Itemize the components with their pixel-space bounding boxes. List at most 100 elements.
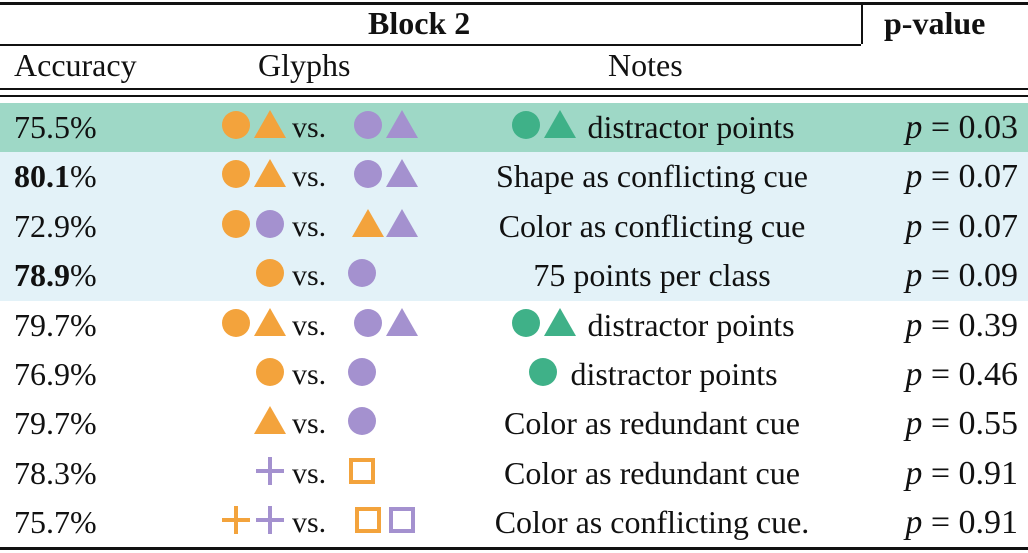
accuracy-cell: 76.9% <box>14 356 97 392</box>
table-row: 80.1% vs. Shape as conflicting cue p = 0.07 <box>0 152 1028 202</box>
purple-circle-icon <box>354 308 382 337</box>
orange-plus-icon <box>222 506 250 535</box>
orange-circle-icon <box>222 308 250 337</box>
purple-circle-icon <box>354 160 382 189</box>
glyphs-cell: vs. <box>190 103 440 152</box>
glyphs-svg <box>254 406 376 436</box>
header-rule-2 <box>0 95 1028 97</box>
pvalue-cell: p = 0.07 <box>905 158 1018 196</box>
glyphs-cell: vs. <box>190 498 440 547</box>
vs-label: vs. <box>292 209 327 243</box>
green-circle-icon <box>512 308 541 337</box>
glyphs-svg <box>222 208 418 238</box>
orange-triangle-icon <box>254 110 286 138</box>
accuracy-cell: 78.9% <box>14 257 97 294</box>
purple-triangle-icon <box>386 208 418 237</box>
glyphs-svg <box>222 159 418 189</box>
purple-circle-icon <box>354 111 382 139</box>
purple-triangle-icon <box>386 110 418 138</box>
purple-square-icon <box>389 507 415 534</box>
green-circle-icon <box>512 111 541 139</box>
note-cell: distractor points <box>0 301 1028 350</box>
top-rule <box>0 2 1028 5</box>
purple-triangle-icon <box>386 307 418 336</box>
accuracy-cell: 72.9% <box>14 207 97 244</box>
pvalue-cell: p = 0.46 <box>905 356 1018 393</box>
accuracy-header: Accuracy <box>14 47 137 83</box>
orange-circle-icon <box>222 160 250 189</box>
accuracy-cell: 75.5% <box>14 109 97 145</box>
accuracy-cell: 79.7% <box>14 306 97 343</box>
note-cell: Color as conflicting cue. <box>0 498 1028 547</box>
table-row: 75.7% vs. Color as conflicting cue. p = 0.9… <box>0 498 1028 547</box>
orange-circle-icon <box>256 259 284 288</box>
note-cell: Shape as conflicting cue <box>0 152 1028 201</box>
vs-label: vs. <box>292 308 327 342</box>
glyphs-svg <box>222 307 418 337</box>
vs-label: vs. <box>292 506 327 540</box>
glyphs-cell: vs. <box>190 251 440 300</box>
glyphs-cell: vs. <box>190 350 440 399</box>
orange-circle-icon <box>222 111 250 139</box>
pvalue-cell: p = 0.07 <box>905 207 1018 245</box>
purple-circle-icon <box>348 358 376 386</box>
note-text: Color as conflicting cue. <box>494 504 810 541</box>
note-text: 75 points per class <box>533 257 771 294</box>
vs-label: vs. <box>292 358 327 391</box>
note-cell: distractor points <box>0 350 1028 399</box>
orange-triangle-icon <box>254 307 286 336</box>
orange-circle-icon <box>222 209 250 238</box>
orange-square-icon <box>355 507 381 534</box>
accuracy-cell: 78.3% <box>14 454 97 491</box>
glyphs-svg <box>256 358 376 386</box>
note-text: Color as redundant cue <box>504 454 800 491</box>
note-cell: Color as redundant cue <box>0 449 1028 498</box>
glyphs-cell: vs. <box>190 301 440 350</box>
block-underline <box>0 44 861 46</box>
green-triangle-icon <box>544 110 577 138</box>
accuracy-cell: 79.7% <box>14 405 97 442</box>
vs-label: vs. <box>292 407 327 441</box>
purple-triangle-icon <box>386 159 418 188</box>
glyphs-cell: vs. <box>190 152 440 201</box>
bottom-rule <box>0 547 1028 550</box>
note-text: Shape as conflicting cue <box>496 158 808 195</box>
orange-circle-icon <box>256 358 284 386</box>
block-title: Block 2 <box>368 5 471 41</box>
note-cell: Color as redundant cue <box>0 399 1028 448</box>
purple-plus-icon <box>256 456 284 485</box>
note-text: Color as redundant cue <box>504 405 800 442</box>
pvalue-cell: p = 0.55 <box>905 405 1018 443</box>
glyphs-cell: vs. <box>190 399 440 448</box>
table-row: 79.7% vs. Color as redundant cue p = 0.55 <box>0 399 1028 448</box>
table-row: 78.3% vs. Color as redundant cue p = 0.91 <box>0 449 1028 498</box>
note-cell: Color as conflicting cue <box>0 202 1028 251</box>
glyphs-svg <box>222 506 415 535</box>
vs-label: vs. <box>292 456 327 490</box>
table-row: 75.5% vs. distractor points p = 0.03 <box>0 103 1028 153</box>
note-text: distractor points <box>570 356 778 392</box>
accuracy-cell: 80.1% <box>14 158 97 195</box>
orange-triangle-icon <box>254 406 286 435</box>
glyphs-cell: vs. <box>190 449 440 498</box>
pvalue-cell: p = 0.91 <box>905 454 1018 492</box>
header-divider <box>861 4 863 44</box>
note-glyphs-svg <box>512 110 577 139</box>
vs-label: vs. <box>292 111 327 144</box>
header-rule-1 <box>0 88 1028 90</box>
orange-square-icon <box>349 457 375 484</box>
glyphs-svg <box>256 456 375 485</box>
note-text: Color as conflicting cue <box>498 207 806 244</box>
purple-circle-icon <box>348 259 376 288</box>
table-row: 79.7% vs. distractor points p = 0.39 <box>0 301 1028 350</box>
pvalue-cell: p = 0.91 <box>905 504 1018 542</box>
glyphs-header: Glyphs <box>258 47 351 83</box>
table-row: 78.9% vs. 75 points per class p = 0.09 <box>0 251 1028 301</box>
note-glyphs-svg <box>512 307 577 337</box>
green-circle-icon <box>529 358 558 386</box>
purple-circle-icon <box>348 407 376 436</box>
pvalue-cell: p = 0.03 <box>905 109 1018 146</box>
note-text: distractor points <box>587 306 795 343</box>
orange-triangle-icon <box>352 208 384 237</box>
